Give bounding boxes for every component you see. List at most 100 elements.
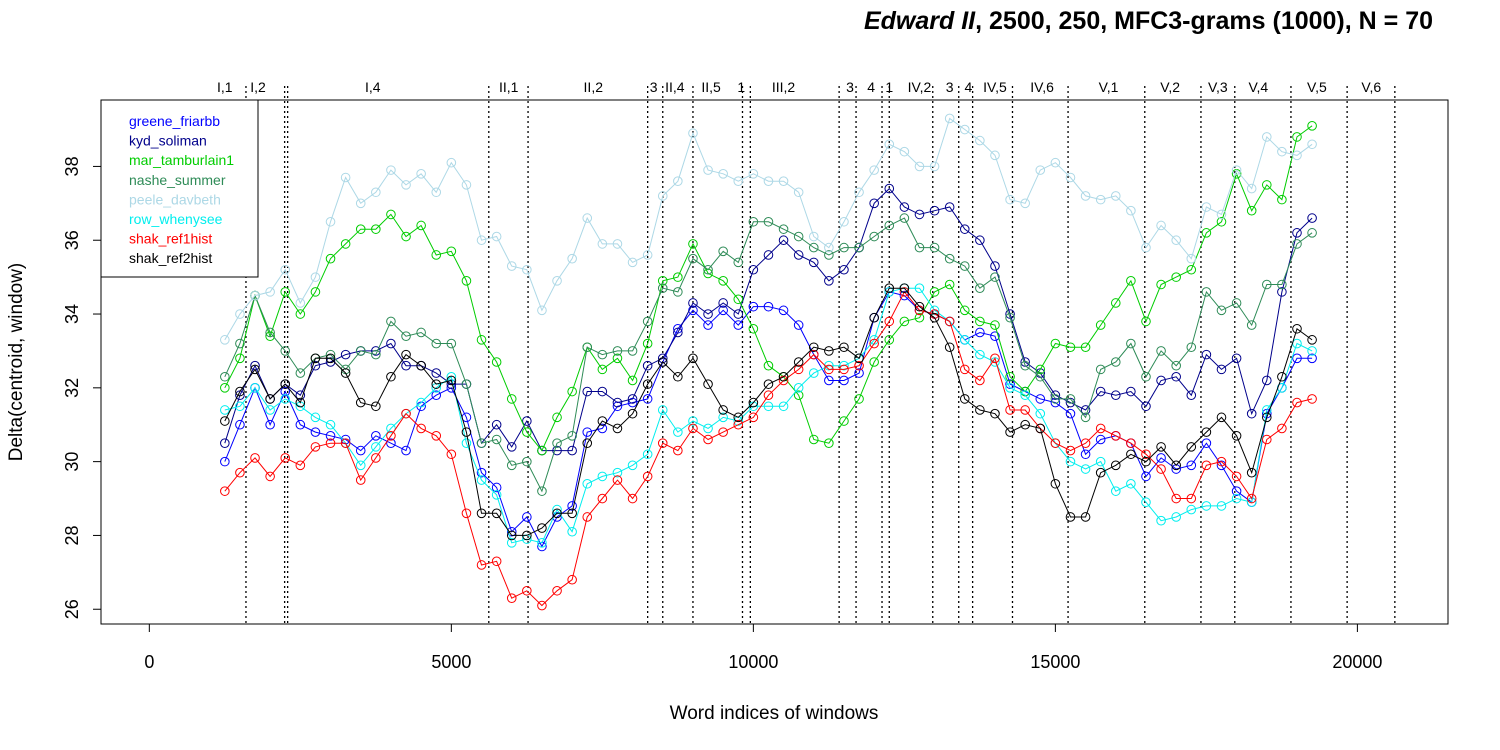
data-point	[748, 397, 759, 408]
data-point	[1261, 180, 1272, 190]
data-point	[371, 349, 381, 360]
data-point	[854, 187, 864, 198]
data-point	[1020, 419, 1030, 430]
data-point	[235, 386, 245, 397]
chart-title-italic: Edward II	[864, 7, 976, 35]
data-point	[944, 279, 955, 290]
data-point	[1080, 438, 1091, 448]
data-point	[1261, 405, 1272, 415]
data-point	[1141, 316, 1151, 327]
y-tick-label: 34	[62, 304, 82, 324]
data-point	[1156, 453, 1166, 463]
data-point	[899, 213, 910, 223]
data-point	[310, 353, 321, 364]
y-tick-label: 32	[62, 378, 82, 398]
data-point	[1277, 423, 1287, 434]
data-point	[1261, 412, 1272, 423]
data-point	[401, 331, 411, 341]
data-point	[763, 301, 774, 312]
data-point	[265, 419, 275, 430]
legend-entry: greene_friarbb	[129, 113, 220, 129]
data-point	[1005, 379, 1015, 389]
data-point	[688, 305, 698, 316]
data-point	[1156, 346, 1166, 356]
data-point	[627, 394, 638, 404]
data-point	[673, 427, 683, 437]
data-point	[476, 508, 487, 519]
data-point	[491, 434, 502, 445]
data-point	[371, 224, 381, 234]
series-peele_davbeth	[220, 113, 1317, 345]
x-tick-label: 15000	[1030, 652, 1080, 672]
data-point	[1095, 194, 1106, 205]
data-point	[1065, 456, 1076, 467]
data-point	[748, 216, 759, 227]
data-point	[884, 287, 895, 297]
data-point	[295, 309, 306, 319]
data-point	[446, 375, 457, 386]
data-point	[1065, 394, 1076, 404]
data-point	[567, 253, 577, 264]
data-point	[869, 357, 879, 367]
data-point	[1080, 512, 1091, 522]
data-point	[537, 538, 547, 548]
data-point	[1277, 279, 1287, 290]
data-point	[642, 449, 653, 460]
data-point	[612, 397, 623, 408]
data-point	[1126, 338, 1136, 349]
data-point	[1277, 194, 1287, 205]
data-point	[1292, 353, 1302, 364]
data-point	[914, 312, 925, 323]
data-point	[476, 560, 487, 570]
data-point	[552, 445, 562, 456]
data-point	[1141, 456, 1151, 467]
data-point	[1110, 460, 1121, 471]
data-point	[1020, 405, 1030, 415]
scene-label: 3	[650, 79, 658, 95]
data-point	[250, 290, 260, 301]
data-point	[688, 253, 698, 264]
data-point	[929, 205, 940, 216]
data-point	[310, 272, 321, 282]
data-point	[1307, 335, 1317, 345]
data-point	[1246, 408, 1257, 419]
data-point	[808, 434, 819, 445]
y-tick-label: 30	[62, 452, 82, 472]
data-point	[1141, 401, 1151, 412]
data-point	[371, 453, 381, 463]
series-line	[224, 125, 1313, 452]
data-point	[220, 416, 230, 426]
data-point	[537, 445, 547, 456]
data-point	[718, 305, 728, 316]
data-point	[990, 353, 1000, 364]
data-point	[1095, 467, 1106, 478]
data-point	[355, 397, 366, 408]
data-point	[1201, 438, 1212, 448]
data-point	[1020, 360, 1030, 371]
data-point	[1005, 383, 1015, 393]
data-point	[235, 467, 245, 478]
data-point	[1110, 298, 1121, 308]
data-point	[1126, 478, 1136, 489]
data-point	[235, 353, 245, 364]
data-point	[1156, 464, 1166, 474]
data-point	[1292, 228, 1302, 238]
data-point	[401, 360, 411, 371]
data-point	[869, 198, 879, 209]
data-point	[355, 198, 366, 209]
scene-label: III,2	[772, 79, 796, 95]
data-point	[1171, 512, 1181, 522]
data-point	[522, 264, 532, 275]
data-point	[1277, 371, 1287, 382]
data-point	[1171, 272, 1181, 282]
data-point	[1065, 342, 1076, 353]
data-point	[416, 360, 426, 371]
data-point	[778, 371, 789, 382]
data-point	[884, 283, 895, 293]
data-point	[1171, 371, 1181, 382]
data-point	[461, 508, 472, 519]
legend-entry: peele_davbeth	[129, 191, 221, 207]
data-point	[431, 187, 442, 198]
data-point	[718, 412, 728, 423]
data-point	[778, 176, 789, 186]
